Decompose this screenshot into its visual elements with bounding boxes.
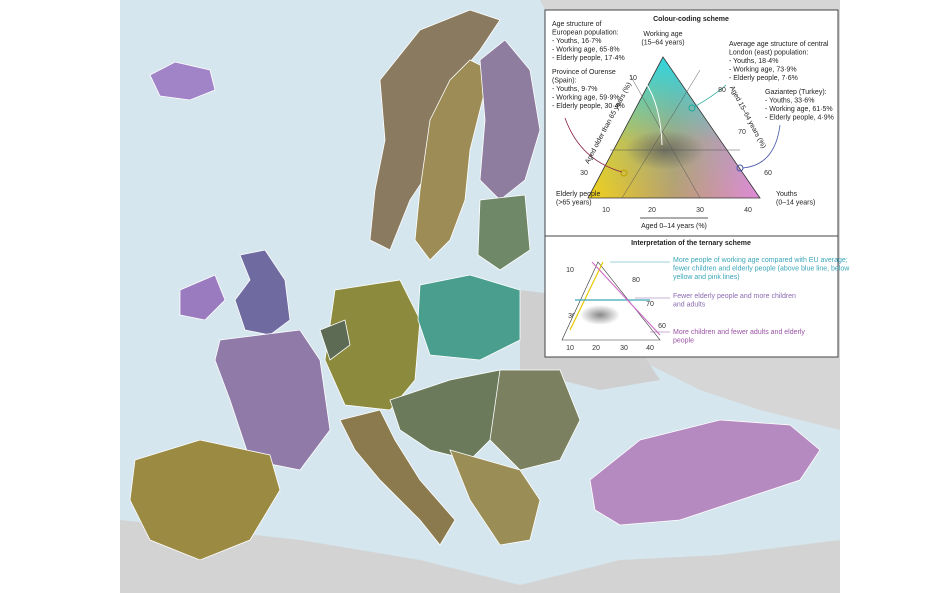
tick-label: 30 xyxy=(696,207,704,214)
note-line: - Working age, 73·9% xyxy=(729,67,797,74)
note-line: - Youths, 33·6% xyxy=(765,98,814,105)
tick-label: 10 xyxy=(602,207,610,214)
leader xyxy=(693,84,727,108)
note-line: Province of Ourense xyxy=(552,69,616,76)
tick-label: 30 xyxy=(580,170,588,177)
interpretation-line: fewer children and elderly people (above… xyxy=(673,266,850,273)
tick-label: 10 xyxy=(566,267,574,274)
note-line: (>65 years) xyxy=(556,200,592,207)
note-line: Average age structure of central xyxy=(729,41,829,48)
tick-label: 40 xyxy=(646,345,654,352)
tick-label: 30 xyxy=(568,313,576,320)
note-line: - Elderly people, 17·4% xyxy=(552,55,625,62)
note-line: - Working age, 65·8% xyxy=(552,47,620,54)
interpretation-line: and adults xyxy=(673,302,706,309)
note-line: - Youths, 16·7% xyxy=(552,38,601,45)
note-line: European population: xyxy=(552,30,619,37)
interpretation-line: More children and fewer adults and elder… xyxy=(673,329,805,336)
tick-label: 30 xyxy=(620,345,628,352)
note-line: Youths xyxy=(776,191,798,198)
tick-label: 70 xyxy=(738,129,746,136)
note-line: (Spain): xyxy=(552,78,577,85)
note-line: - Elderly people, 30·4% xyxy=(552,103,625,110)
italy xyxy=(339,409,456,546)
iceland xyxy=(149,61,216,101)
note-line: - Youths, 9·7% xyxy=(552,86,598,93)
germany xyxy=(324,279,421,411)
leader xyxy=(619,59,663,146)
france xyxy=(214,329,331,471)
ref-line xyxy=(629,74,701,199)
note-line: - Working age, 61·5% xyxy=(765,106,833,113)
note-line: Age structure of xyxy=(552,21,601,28)
tick-label: 20 xyxy=(592,345,600,352)
interpretation-line: Fewer elderly people and more children xyxy=(673,293,796,300)
turkey xyxy=(589,419,821,526)
note-line: - Elderly people, 4·9% xyxy=(765,115,834,122)
ternary-fill-cyan xyxy=(588,57,760,198)
tick-label: 80 xyxy=(632,277,640,284)
ireland xyxy=(179,274,226,321)
note-line: London (east) population: xyxy=(729,50,808,57)
marker-ourense xyxy=(620,169,628,177)
yellow-line xyxy=(569,261,604,331)
interpretation-line: More people of working age compared with… xyxy=(673,257,848,264)
note-line: Elderly people xyxy=(556,191,600,198)
pink-line xyxy=(591,261,661,336)
interpretation-line: yellow and pink lines) xyxy=(673,274,740,281)
regions xyxy=(129,9,821,561)
leader xyxy=(564,117,623,173)
note-line: - Working age, 59·9% xyxy=(552,95,620,102)
baltics xyxy=(477,194,531,271)
leader xyxy=(742,124,781,169)
sweden xyxy=(414,59,491,261)
tick-label: 70 xyxy=(646,301,654,308)
ternary-outline xyxy=(587,56,761,199)
note-line: (15–64 years) xyxy=(641,40,684,47)
north-africa xyxy=(120,520,840,593)
small-cloud xyxy=(580,305,620,325)
romania xyxy=(489,369,581,471)
marker-london xyxy=(688,104,696,112)
tick-label: 80 xyxy=(718,87,726,94)
note-line: - Elderly people, 7·6% xyxy=(729,75,798,82)
note-line: Gaziantep (Turkey): xyxy=(765,89,827,96)
interpretation-line: people xyxy=(673,338,694,345)
balkans xyxy=(449,449,541,546)
tick-label: 10 xyxy=(629,75,637,82)
note-line: Working age xyxy=(643,31,682,38)
benelux xyxy=(319,319,351,361)
note-line: (0–14 years) xyxy=(776,200,815,207)
tick-label: 60 xyxy=(764,170,772,177)
poland xyxy=(417,274,521,361)
interpretation-title: Interpretation of the ternary scheme xyxy=(631,240,751,247)
note-line: - Youths, 18·4% xyxy=(729,58,778,65)
legend-title: Colour-coding scheme xyxy=(653,16,729,23)
axis-label: Aged 0–14 years (%) xyxy=(641,223,707,230)
finland xyxy=(479,39,541,201)
tick-label: 40 xyxy=(744,207,752,214)
iberia xyxy=(129,439,281,561)
tick-label: 20 xyxy=(648,207,656,214)
tick-label: 60 xyxy=(658,323,666,330)
tick-label: 10 xyxy=(566,345,574,352)
